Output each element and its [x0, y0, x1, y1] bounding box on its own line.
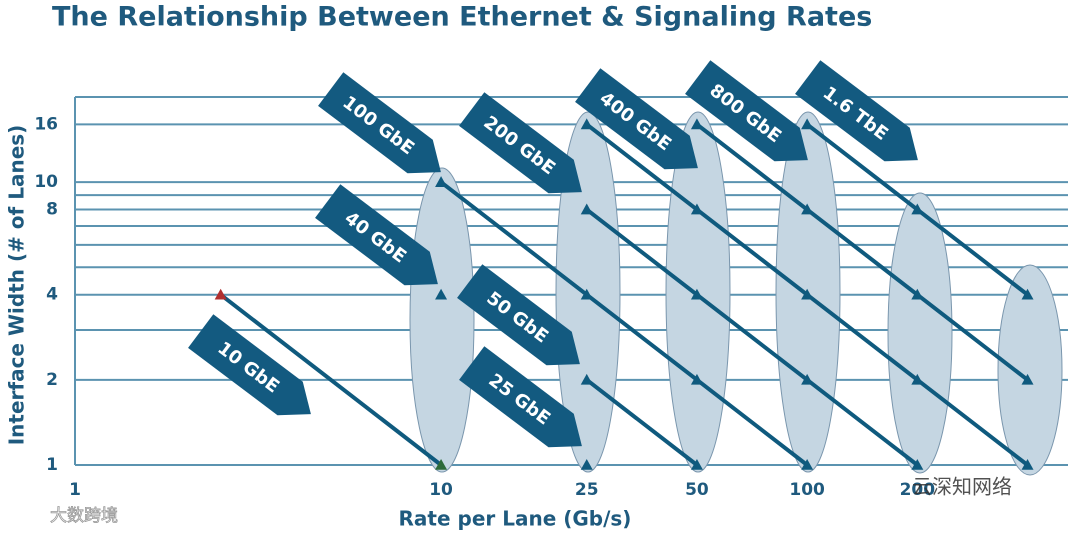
series-line	[219, 293, 443, 467]
data-point	[911, 203, 924, 215]
series-callout: 50 GbE	[457, 264, 580, 366]
x-tick-label: 100	[789, 480, 825, 500]
data-point	[1021, 288, 1034, 300]
series-line	[585, 207, 919, 467]
data-point	[580, 373, 593, 385]
rate-groups	[409, 111, 1063, 476]
data-point	[435, 288, 448, 300]
data-point	[1021, 373, 1034, 385]
data-point	[1021, 459, 1034, 470]
callout-shape	[685, 60, 808, 162]
watermark: 大数跨境	[50, 506, 118, 526]
x-tick-label: 200	[900, 480, 936, 500]
x-tick-label: 50	[685, 480, 709, 500]
data-point	[214, 288, 227, 300]
data-point	[690, 118, 703, 130]
data-point	[580, 459, 593, 470]
x-axis-title: Rate per Lane (Gb/s)	[399, 507, 632, 531]
callout-shape	[318, 72, 441, 174]
rate-group-ellipse	[997, 264, 1063, 476]
series-line	[585, 378, 699, 467]
data-point	[580, 203, 593, 215]
data-point	[801, 118, 814, 130]
callout-shape	[188, 314, 311, 416]
series-callout: 10 GbE	[188, 314, 311, 416]
data-point	[580, 118, 593, 130]
y-tick-label: 1	[46, 455, 58, 475]
data-point	[580, 288, 593, 300]
y-tick-label: 8	[46, 200, 58, 220]
rate-group-ellipse	[887, 192, 953, 474]
data-point	[801, 459, 814, 470]
chart-title: The Relationship Between Ethernet & Sign…	[52, 2, 872, 33]
data-point	[435, 459, 448, 470]
data-point	[801, 373, 814, 385]
data-point	[690, 459, 703, 470]
callout-shape	[575, 68, 698, 170]
series-line	[439, 180, 809, 467]
watermark: 云深知网络	[912, 475, 1012, 499]
data-point	[690, 288, 703, 300]
data-point	[690, 203, 703, 215]
y-tick-label: 4	[46, 285, 58, 305]
x-tick-label: 1	[69, 480, 81, 500]
data-point	[911, 288, 924, 300]
data-point	[911, 373, 924, 385]
y-axis-title: Interface Width (# of Lanes)	[5, 125, 29, 446]
data-point	[690, 373, 703, 385]
y-tick-label: 10	[34, 172, 58, 192]
callout-shape	[459, 92, 582, 194]
callout-shape	[315, 184, 438, 286]
rate-group-ellipse	[409, 167, 475, 473]
callout-shape	[459, 346, 582, 448]
data-point	[801, 203, 814, 215]
x-tick-label: 10	[429, 480, 453, 500]
y-tick-label: 16	[34, 114, 58, 134]
series-line	[695, 122, 1029, 382]
series-callout: 100 GbE	[318, 72, 441, 174]
x-tick-label: 25	[575, 480, 599, 500]
data-point	[801, 288, 814, 300]
data-point	[911, 459, 924, 470]
data-point	[435, 176, 448, 187]
y-tick-label: 2	[46, 370, 58, 390]
callout-shape	[795, 60, 918, 162]
callout-shape	[457, 264, 580, 366]
